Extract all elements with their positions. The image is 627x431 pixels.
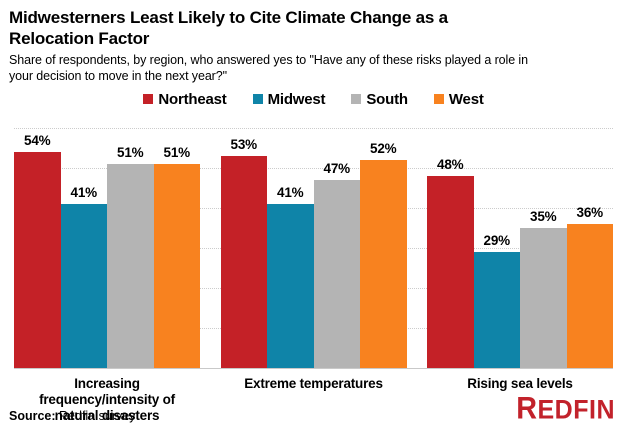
bar: [107, 164, 154, 368]
chart-title: Midwesterners Least Likely to Cite Clima…: [9, 8, 448, 48]
bar: [313, 180, 360, 368]
category-label: Increasing frequency/intensity of natura…: [39, 376, 175, 423]
legend-label: Midwest: [267, 90, 326, 108]
bar-value-label: 54%: [24, 133, 51, 148]
bar-value-label: 35%: [530, 209, 557, 224]
bar: [566, 224, 613, 368]
category-label: Extreme temperatures: [244, 376, 383, 391]
bar: [60, 204, 107, 368]
bar: [153, 164, 200, 368]
legend-item: South: [351, 91, 408, 108]
redfin-logo: REDFIN: [516, 391, 615, 426]
bar-wrap: 29%: [473, 233, 520, 368]
legend-label: Northeast: [158, 90, 227, 108]
bar-value-label: 36%: [576, 205, 604, 220]
bar: [520, 228, 567, 368]
legend-swatch: [433, 94, 444, 104]
source-text: Redfin survey: [55, 409, 136, 423]
legend-label: West: [448, 90, 484, 108]
bar-wrap: 36%: [566, 205, 613, 368]
legend-label: South: [366, 90, 408, 108]
chart-footer: Source: Redfin survey REDFIN: [9, 391, 615, 427]
bar-wrap: 51%: [153, 145, 200, 368]
legend-swatch: [143, 94, 154, 104]
bar-value-label: 52%: [370, 141, 397, 156]
bar: [14, 152, 61, 368]
legend-swatch: [252, 94, 263, 104]
bar-wrap: 41%: [267, 185, 314, 368]
bar: [427, 176, 474, 368]
bar-group: 48% 29% 35% 36%: [427, 157, 613, 368]
bar-value-label: 41%: [70, 185, 98, 200]
bar: [267, 204, 314, 368]
bar-value-label: 29%: [483, 233, 511, 248]
legend: Northeast Midwest South West: [0, 90, 627, 108]
category-label: Rising sea levels: [467, 376, 573, 391]
bar-wrap: 35%: [520, 209, 567, 368]
source-label: Source:: [9, 409, 56, 423]
bar: [473, 252, 520, 368]
bar-value-label: 51%: [117, 145, 144, 160]
bar-value-label: 47%: [323, 161, 351, 176]
bar-group: 54% 41% 51% 51%: [14, 133, 200, 368]
source-note: Source: Redfin survey: [9, 409, 135, 427]
plot-area: 54% 41% 51% 51% 53% 41% 47% 52% 48% 29% 35% 36%: [14, 128, 613, 369]
bar-wrap: 53%: [220, 137, 267, 368]
bar-wrap: 54%: [14, 133, 61, 368]
bar-value-label: 48%: [437, 157, 464, 172]
bar-value-label: 53%: [230, 137, 258, 152]
gridline: [14, 168, 613, 169]
bar-wrap: 52%: [360, 141, 407, 368]
bar-group: 53% 41% 47% 52%: [220, 137, 407, 368]
bar-chart: 54% 41% 51% 51% 53% 41% 47% 52% 48% 29% 35% 36%: [14, 128, 613, 369]
chart-subtitle: Share of respondents, by region, who ans…: [9, 53, 528, 83]
gridline: [14, 128, 613, 129]
legend-item: West: [433, 90, 484, 108]
category-axis: Increasing frequency/intensity of natura…: [14, 376, 613, 424]
bar-wrap: 47%: [313, 161, 360, 368]
bar: [360, 160, 407, 368]
bar-wrap: 51%: [107, 145, 154, 368]
bar-wrap: 41%: [60, 185, 107, 368]
legend-swatch: [351, 94, 362, 104]
chart-header: Midwesterners Least Likely to Cite Clima…: [0, 0, 627, 84]
legend-item: Northeast: [143, 90, 227, 108]
bar-wrap: 48%: [427, 157, 474, 368]
bar-value-label: 51%: [163, 145, 191, 160]
bar-value-label: 41%: [277, 185, 304, 200]
bar: [220, 156, 267, 368]
legend-item: Midwest: [252, 90, 326, 108]
